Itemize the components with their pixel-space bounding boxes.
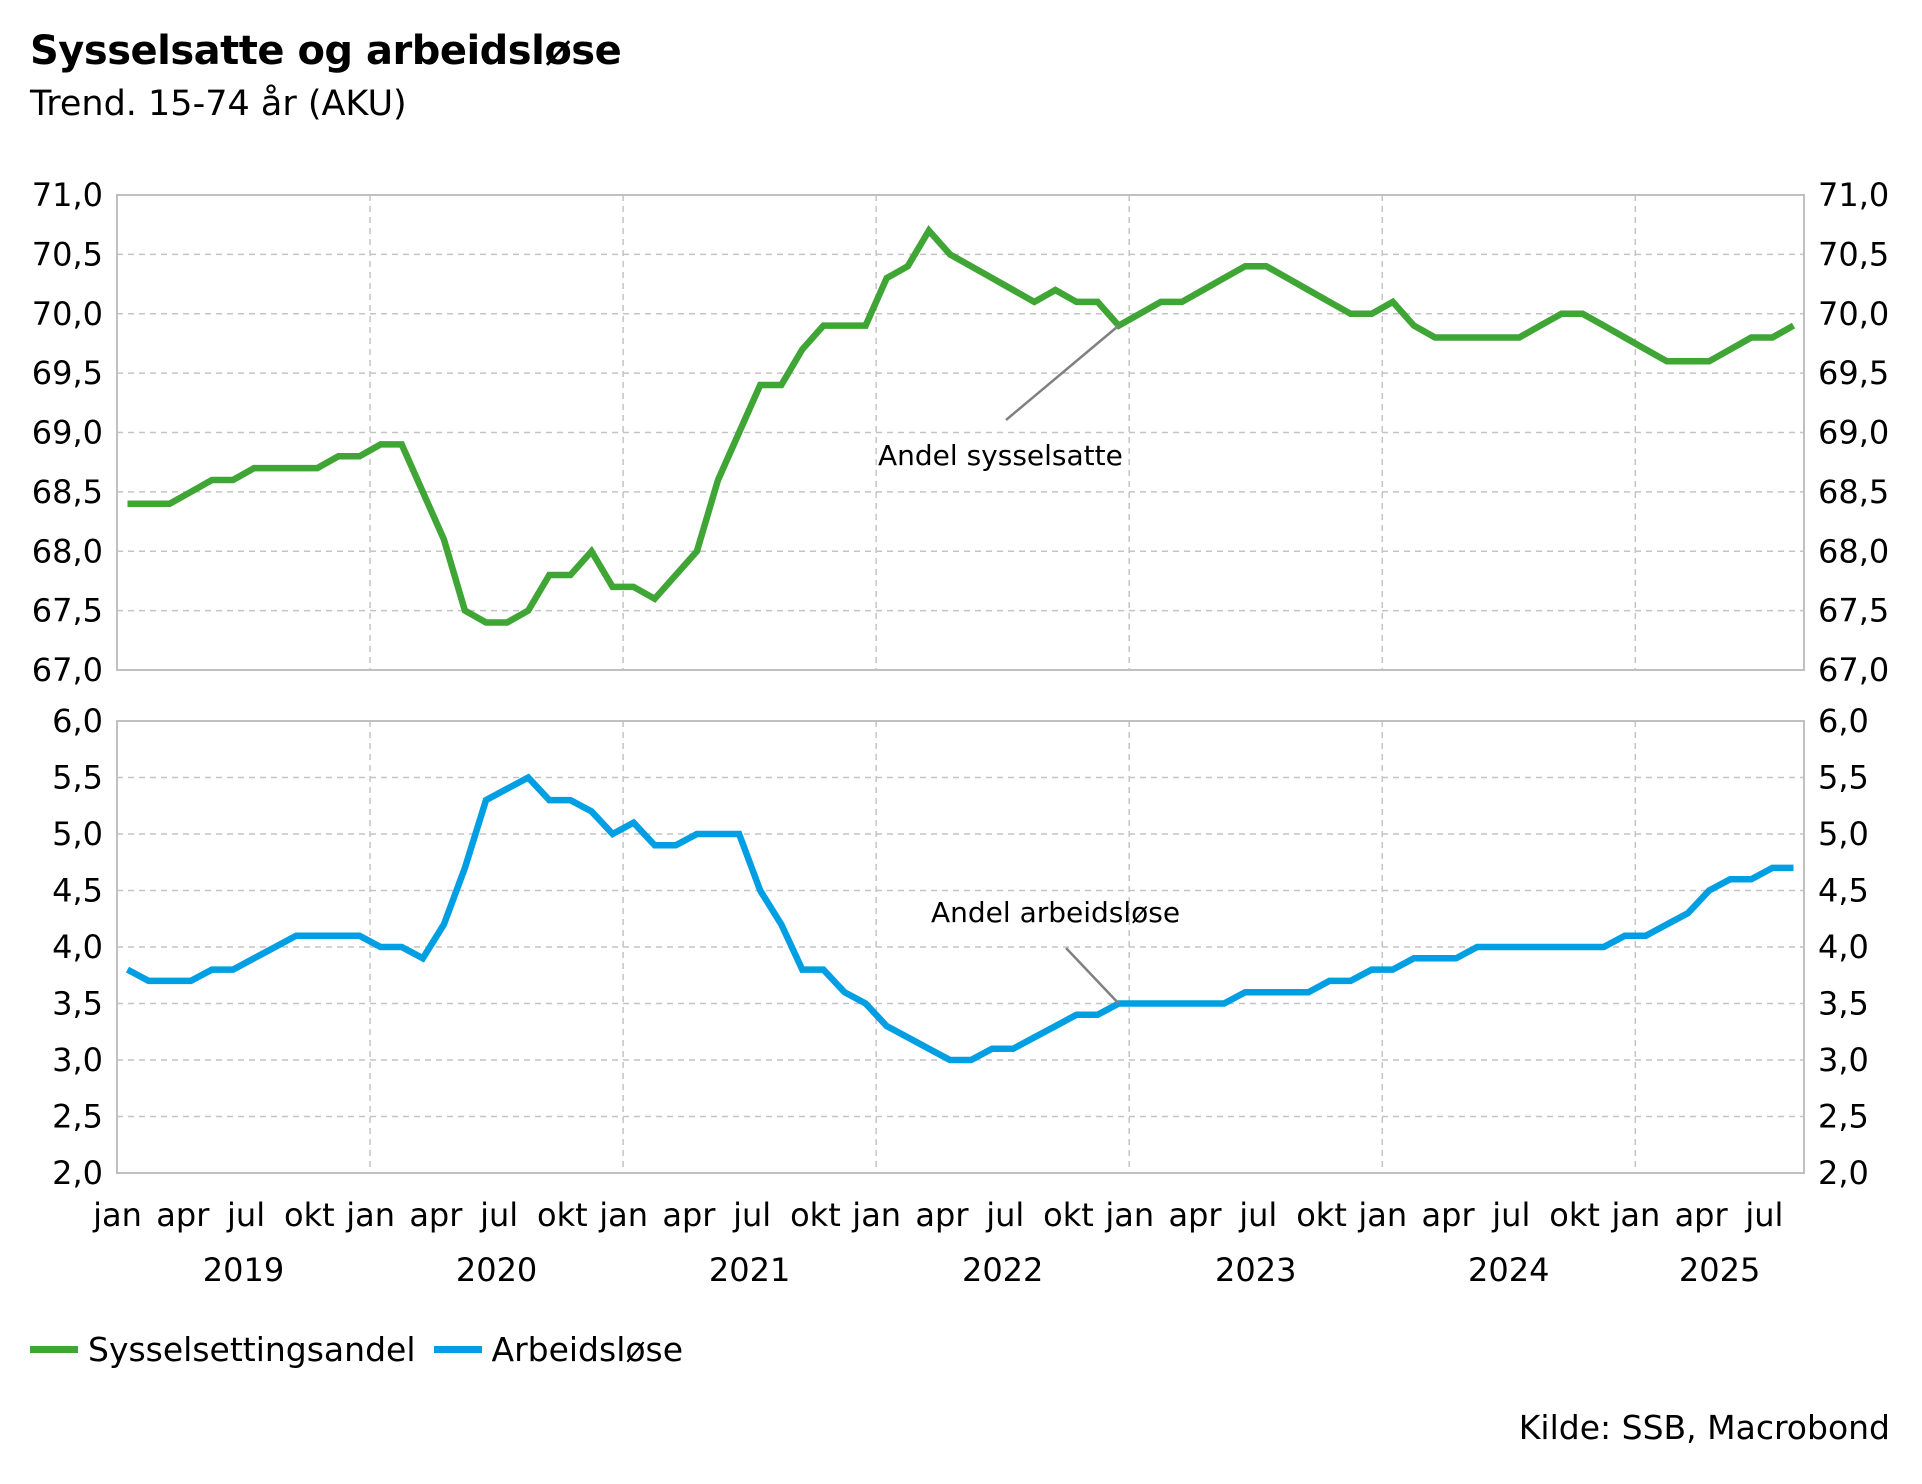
x-tick-label-year: 2019 <box>203 1251 284 1289</box>
x-tick-label-month: jan <box>92 1196 142 1234</box>
y-tick-label-right: 69,5 <box>1818 354 1889 392</box>
y-tick-label-right: 69,0 <box>1818 414 1889 452</box>
x-tick-label-month: okt <box>1043 1196 1094 1234</box>
y-tick-label-left: 6,0 <box>52 702 103 740</box>
legend-label-unemployment: Arbeidsløse <box>491 1330 684 1369</box>
y-tick-label-left: 4,0 <box>52 928 103 966</box>
legend-item-employment: Sysselsettingsandel <box>30 1330 416 1369</box>
y-tick-label-left: 69,5 <box>32 354 103 392</box>
x-tick-label-month: okt <box>537 1196 588 1234</box>
x-tick-label-month: jan <box>1104 1196 1154 1234</box>
x-tick-label-month: jan <box>1610 1196 1660 1234</box>
chart-subtitle: Trend. 15-74 år (AKU) <box>30 84 407 124</box>
x-tick-label-year: 2023 <box>1215 1251 1296 1289</box>
x-tick-label-year: 2025 <box>1679 1251 1760 1289</box>
x-tick-label-month: okt <box>790 1196 841 1234</box>
x-tick-label-month: jan <box>1357 1196 1407 1234</box>
series-line-unemployment <box>125 773 1794 1064</box>
y-tick-label-right: 68,5 <box>1818 473 1889 511</box>
x-tick-label-month: okt <box>1296 1196 1347 1234</box>
y-tick-label-right: 4,0 <box>1818 928 1869 966</box>
y-tick-label-right: 2,0 <box>1818 1154 1869 1192</box>
x-tick-label-month: apr <box>1422 1196 1476 1234</box>
x-tick-label-month: jul <box>1491 1196 1530 1234</box>
y-tick-label-left: 70,0 <box>32 295 103 333</box>
annotation-employment: Andel sysselsatte <box>878 439 1123 472</box>
x-tick-label-month: apr <box>1168 1196 1222 1234</box>
x-tick-label-month: apr <box>915 1196 969 1234</box>
y-tick-label-right: 70,0 <box>1818 295 1889 333</box>
y-tick-label-right: 5,5 <box>1818 759 1869 797</box>
y-tick-label-left: 67,5 <box>32 592 103 630</box>
x-tick-label-year: 2021 <box>709 1251 790 1289</box>
x-tick-label-month: apr <box>409 1196 463 1234</box>
y-tick-label-right: 2,5 <box>1818 1098 1869 1136</box>
x-tick-label-month: apr <box>1675 1196 1729 1234</box>
y-tick-label-left: 5,5 <box>52 759 103 797</box>
x-tick-label-year: 2022 <box>962 1251 1043 1289</box>
x-tick-label-month: jul <box>985 1196 1024 1234</box>
y-tick-label-left: 4,5 <box>52 872 103 910</box>
y-tick-label-left: 69,0 <box>32 414 103 452</box>
y-tick-label-right: 5,0 <box>1818 815 1869 853</box>
x-tick-label-month: jan <box>345 1196 395 1234</box>
legend-swatch-unemployment <box>433 1346 482 1353</box>
y-tick-label-right: 6,0 <box>1818 702 1869 740</box>
x-tick-label-month: apr <box>156 1196 210 1234</box>
y-tick-label-right: 67,0 <box>1818 651 1889 689</box>
y-tick-label-left: 5,0 <box>52 815 103 853</box>
y-tick-label-right: 67,5 <box>1818 592 1889 630</box>
y-tick-label-right: 68,0 <box>1818 532 1889 570</box>
x-tick-label-year: 2020 <box>456 1251 537 1289</box>
y-tick-label-left: 2,0 <box>52 1154 103 1192</box>
y-tick-label-left: 2,5 <box>52 1098 103 1136</box>
y-tick-label-right: 71,0 <box>1818 176 1889 214</box>
annotation-leader-line <box>1005 324 1120 421</box>
x-tick-label-month: jul <box>732 1196 771 1234</box>
legend-item-unemployment: Arbeidsløse <box>433 1330 684 1369</box>
y-tick-label-left: 68,5 <box>32 473 103 511</box>
x-tick-label-month: jan <box>598 1196 648 1234</box>
annotation-unemployment: Andel arbeidsløse <box>931 896 1180 929</box>
legend-label-employment: Sysselsettingsandel <box>88 1330 416 1369</box>
x-tick-label-month: jul <box>1744 1196 1783 1234</box>
x-tick-label-month: okt <box>284 1196 335 1234</box>
x-tick-label-month: jul <box>1238 1196 1277 1234</box>
source-note: Kilde: SSB, Macrobond <box>1518 1408 1890 1447</box>
y-tick-label-right: 3,5 <box>1818 985 1869 1023</box>
x-tick-label-month: apr <box>662 1196 716 1234</box>
legend: Sysselsettingsandel Arbeidsløse <box>30 1330 701 1369</box>
x-tick-label-month: jan <box>851 1196 901 1234</box>
plot-frame <box>116 720 1805 1174</box>
y-tick-label-left: 71,0 <box>32 176 103 214</box>
y-tick-label-left: 67,0 <box>32 651 103 689</box>
y-tick-label-right: 70,5 <box>1818 235 1889 273</box>
series-line-employment <box>127 225 1796 626</box>
x-tick-label-month: okt <box>1549 1196 1600 1234</box>
y-tick-label-left: 70,5 <box>32 235 103 273</box>
plot-frame <box>116 194 1805 671</box>
y-tick-label-left: 3,0 <box>52 1041 103 1079</box>
annotation-leader-line <box>1065 947 1120 1005</box>
y-tick-label-right: 3,0 <box>1818 1041 1869 1079</box>
chart-title: Sysselsatte og arbeidsløse <box>30 28 622 74</box>
x-tick-label-month: jul <box>226 1196 265 1234</box>
x-tick-label-year: 2024 <box>1468 1251 1549 1289</box>
y-tick-label-left: 3,5 <box>52 985 103 1023</box>
y-tick-label-left: 68,0 <box>32 532 103 570</box>
legend-swatch-employment <box>30 1346 78 1353</box>
y-tick-label-right: 4,5 <box>1818 872 1869 910</box>
x-tick-label-month: jul <box>479 1196 518 1234</box>
